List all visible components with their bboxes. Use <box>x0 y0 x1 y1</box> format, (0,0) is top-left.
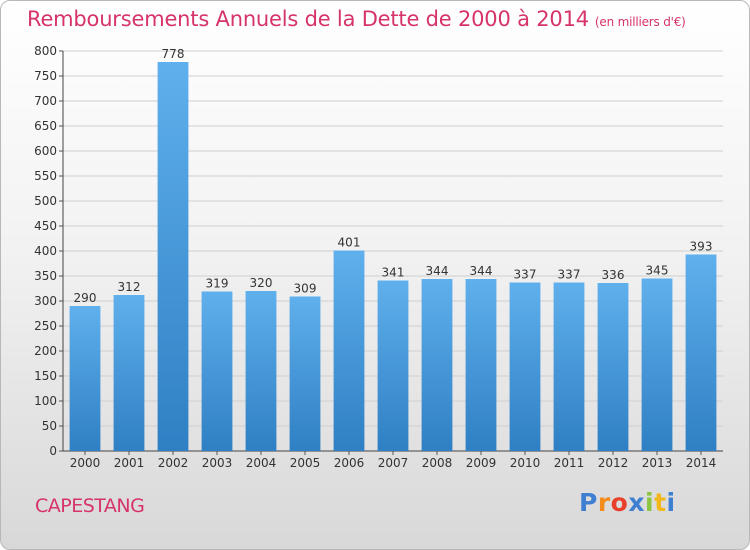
y-tick-label: 600 <box>34 144 57 158</box>
data-label: 344 <box>426 264 449 278</box>
x-tick-label: 2005 <box>290 456 321 470</box>
y-tick-label: 350 <box>34 269 57 283</box>
y-tick-label: 550 <box>34 169 57 183</box>
x-tick-label: 2002 <box>158 456 189 470</box>
data-label: 393 <box>690 240 713 254</box>
data-label: 341 <box>382 266 405 280</box>
data-label: 337 <box>558 268 581 282</box>
bar <box>245 291 277 451</box>
y-tick-label: 500 <box>34 194 57 208</box>
x-tick-label: 2001 <box>114 456 145 470</box>
data-label: 778 <box>162 47 185 61</box>
data-label: 337 <box>514 268 537 282</box>
y-tick-label: 250 <box>34 319 57 333</box>
bar <box>201 291 233 451</box>
bar <box>377 280 409 451</box>
data-label: 344 <box>470 264 493 278</box>
logo-letter: i <box>666 488 676 517</box>
bar <box>465 279 497 451</box>
y-tick-label: 100 <box>34 394 57 408</box>
x-tick-label: 2004 <box>246 456 277 470</box>
x-tick-label: 2008 <box>422 456 453 470</box>
data-label: 345 <box>646 264 669 278</box>
x-tick-label: 2007 <box>378 456 409 470</box>
bar <box>289 296 321 451</box>
y-tick-label: 700 <box>34 94 57 108</box>
logo-letter: r <box>597 488 611 517</box>
chart-unit: (en milliers d'€) <box>594 15 686 29</box>
proxiti-logo: Proxiti <box>579 488 676 517</box>
data-label: 320 <box>250 276 273 290</box>
bar <box>685 254 717 451</box>
y-tick-label: 400 <box>34 244 57 258</box>
bar <box>333 250 365 451</box>
x-tick-label: 2011 <box>554 456 585 470</box>
y-tick-label: 0 <box>49 444 57 458</box>
logo-letter: t <box>654 488 667 517</box>
bar <box>509 282 541 451</box>
x-tick-label: 2009 <box>466 456 497 470</box>
y-tick-label: 750 <box>34 69 57 83</box>
bar <box>421 279 453 451</box>
x-tick-label: 2013 <box>642 456 673 470</box>
logo-letter: P <box>579 488 598 517</box>
chart-title-text: Remboursements Annuels de la Dette de 20… <box>27 7 589 31</box>
axes: 0 50 100 150 200 250 300 350 400 450 500 550 600 650 7… <box>34 44 723 470</box>
y-tick-label: 450 <box>34 219 57 233</box>
bar <box>113 295 145 451</box>
x-tick-label: 2000 <box>70 456 101 470</box>
data-label: 401 <box>338 236 361 250</box>
bar <box>157 62 189 451</box>
logo-letter: x <box>628 488 645 517</box>
x-tick-label: 2012 <box>598 456 629 470</box>
y-tick-label: 300 <box>34 294 57 308</box>
data-label: 336 <box>602 268 625 282</box>
commune-name: CAPESTANG <box>35 495 145 517</box>
x-tick-label: 2003 <box>202 456 233 470</box>
data-label: 319 <box>206 277 229 291</box>
y-tick-label: 650 <box>34 119 57 133</box>
data-label: 290 <box>74 291 97 305</box>
y-tick-label: 800 <box>34 44 57 58</box>
logo-letter: o <box>610 488 629 517</box>
data-label: 312 <box>118 280 141 294</box>
y-tick-label: 50 <box>42 419 57 433</box>
bar <box>553 282 585 451</box>
bar <box>597 283 629 451</box>
bar <box>69 306 101 451</box>
data-labels: 290 312 778 319 320 309 401 341 344 344 337 337 336 3… <box>74 47 713 305</box>
x-tick-label: 2010 <box>510 456 541 470</box>
x-tick-label: 2014 <box>686 456 717 470</box>
bar <box>641 278 673 451</box>
y-tick-label: 200 <box>34 344 57 358</box>
logo-letter: i <box>645 488 655 517</box>
x-tick-label: 2006 <box>334 456 365 470</box>
chart-title: Remboursements Annuels de la Dette de 20… <box>27 7 686 31</box>
data-label: 309 <box>294 282 317 296</box>
y-tick-label: 150 <box>34 369 57 383</box>
bars <box>69 62 717 451</box>
